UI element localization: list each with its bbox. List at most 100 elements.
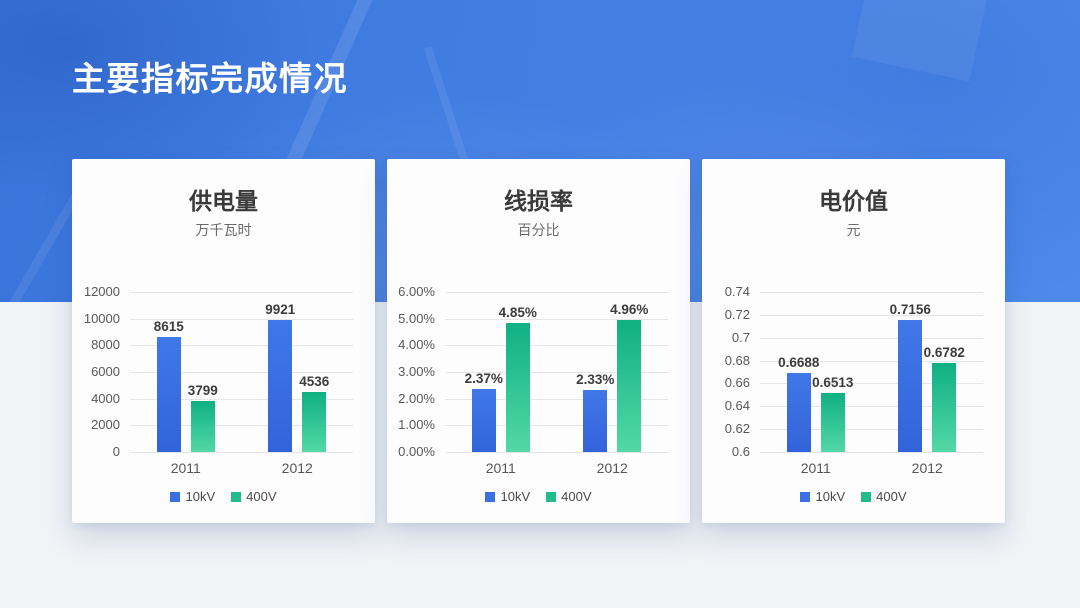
y-axis-tick-label: 8000 bbox=[91, 337, 120, 353]
gridline bbox=[760, 452, 983, 453]
gridline bbox=[130, 318, 353, 320]
bar-wrap: 0.7156 bbox=[890, 302, 931, 452]
plot-grid: 0.6688 0.6513 0.7156 0.6782 bbox=[760, 292, 984, 453]
y-axis-tick-label: 5.00% bbox=[398, 310, 435, 326]
bar-value-label: 4.85% bbox=[498, 304, 537, 320]
gridline bbox=[130, 345, 353, 347]
y-axis-tick-label: 2.00% bbox=[398, 390, 435, 406]
bar-value-label: 2.37% bbox=[464, 370, 503, 386]
x-axis-labels: 2011 2012 bbox=[445, 454, 668, 480]
gridline bbox=[445, 398, 668, 400]
bar-400V bbox=[505, 322, 530, 452]
y-axis-tick-label: 4000 bbox=[91, 390, 120, 406]
bar-chart-power-supply: 12000 10000 8000 6000 4000 2000 0 8615 3799 9921 4… bbox=[72, 284, 375, 504]
bar-value-label: 0.6688 bbox=[778, 355, 820, 371]
y-axis-tick-label: 1.00% bbox=[398, 417, 435, 433]
bar-wrap: 0.6782 bbox=[924, 345, 965, 452]
bar-value-label: 8615 bbox=[153, 319, 184, 335]
gridline bbox=[760, 360, 983, 362]
bar-chart-electricity-price: 0.74 0.72 0.7 0.68 0.66 0.64 0.62 0.6 0.6688 0.65… bbox=[702, 284, 1005, 504]
slide-title: 主要指标完成情况 bbox=[72, 60, 348, 97]
gridline bbox=[760, 314, 983, 316]
chart-plot-area: 6.00% 5.00% 4.00% 3.00% 2.00% 1.00% 0.00% 2.37%… bbox=[387, 284, 690, 459]
legend-label: 400V bbox=[876, 489, 907, 504]
bar-400V bbox=[302, 391, 327, 452]
bar-value-label: 0.6513 bbox=[812, 375, 854, 391]
legend-swatch-400V bbox=[231, 491, 242, 502]
chart-unit-label: 万千瓦时 bbox=[195, 222, 252, 238]
gridline bbox=[760, 337, 983, 339]
y-axis-tick-label: 12000 bbox=[83, 284, 120, 299]
chart-title: 线损率 bbox=[504, 188, 573, 214]
gridline bbox=[760, 292, 983, 293]
bar-value-label: 9921 bbox=[265, 301, 296, 317]
bar-value-label: 4.96% bbox=[610, 301, 649, 317]
category-group: 0.6688 0.6513 bbox=[760, 292, 872, 452]
bar-value-label: 4536 bbox=[299, 373, 330, 389]
bar-wrap: 4.96% bbox=[610, 302, 648, 452]
y-axis-tick-label: 4.00% bbox=[398, 337, 435, 353]
y-axis-tick-label: 0.66 bbox=[724, 375, 750, 391]
gridline bbox=[445, 292, 668, 293]
legend-label: 10kV bbox=[500, 489, 531, 504]
x-axis-label: 2012 bbox=[281, 460, 313, 476]
chart-title: 供电量 bbox=[189, 188, 258, 214]
y-axis-tick-label: 0.6 bbox=[731, 444, 750, 459]
bar-400V bbox=[932, 362, 957, 452]
category-group: 2.33% 4.96% bbox=[557, 292, 669, 452]
legend-swatch-400V bbox=[861, 491, 872, 502]
background-texture bbox=[851, 0, 989, 82]
legend-label: 10kV bbox=[815, 489, 846, 504]
gridline bbox=[760, 383, 983, 385]
bar-wrap: 9921 bbox=[265, 302, 295, 452]
bar-value-label: 3799 bbox=[187, 383, 218, 399]
legend-swatch-10kV bbox=[170, 491, 181, 502]
x-axis-label: 2012 bbox=[596, 460, 628, 476]
y-axis-tick-label: 0.62 bbox=[724, 421, 750, 437]
bar-400V bbox=[820, 393, 845, 452]
gridline bbox=[130, 452, 353, 453]
legend-swatch-10kV bbox=[485, 491, 496, 502]
y-axis-tick-label: 0.7 bbox=[731, 329, 750, 345]
bar-wrap: 4.85% bbox=[499, 305, 537, 452]
bar-wrap: 2.33% bbox=[576, 372, 614, 452]
gridline bbox=[445, 452, 668, 453]
chart-legend: 10kV 400V bbox=[702, 489, 1005, 504]
bar-wrap: 4536 bbox=[299, 374, 329, 452]
y-axis-tick-label: 0.00% bbox=[398, 444, 435, 459]
y-axis-tick-label: 3.00% bbox=[398, 364, 435, 379]
bar-value-label: 2.33% bbox=[576, 371, 615, 387]
x-axis-labels: 2011 2012 bbox=[760, 454, 983, 480]
legend-swatch-400V bbox=[546, 491, 557, 502]
bar-10kV bbox=[898, 319, 923, 452]
y-axis-tick-label: 0.68 bbox=[724, 352, 750, 368]
bar-10kV bbox=[786, 373, 811, 452]
chart-legend: 10kV 400V bbox=[72, 489, 375, 504]
category-group: 8615 3799 bbox=[130, 292, 242, 452]
gridline bbox=[445, 318, 668, 320]
legend-item: 400V bbox=[546, 489, 592, 504]
bar-10kV bbox=[156, 337, 181, 452]
category-group: 2.37% 4.85% bbox=[445, 292, 557, 452]
gridline bbox=[445, 372, 668, 373]
legend-swatch-10kV bbox=[800, 491, 811, 502]
category-group: 9921 4536 bbox=[242, 292, 354, 452]
bar-wrap: 2.37% bbox=[465, 371, 503, 452]
gridline bbox=[445, 425, 668, 427]
x-axis-label: 2011 bbox=[485, 460, 516, 476]
bar-wrap: 0.6688 bbox=[778, 355, 819, 452]
bar-wrap: 8615 bbox=[154, 319, 184, 452]
category-group: 0.7156 0.6782 bbox=[872, 292, 984, 452]
bar-value-label: 0.7156 bbox=[889, 301, 931, 317]
chart-card-power-supply: 供电量 万千瓦时 12000 10000 8000 6000 4000 2000 0 8615… bbox=[72, 159, 375, 523]
x-axis-label: 2012 bbox=[911, 460, 943, 476]
bar-400V bbox=[190, 401, 215, 452]
y-axis-tick-label: 0.64 bbox=[724, 398, 750, 414]
gridline bbox=[760, 429, 983, 431]
legend-item: 400V bbox=[231, 489, 277, 504]
gridline bbox=[130, 372, 353, 373]
gridline bbox=[445, 345, 668, 347]
legend-label: 10kV bbox=[185, 489, 216, 504]
gridline bbox=[130, 425, 353, 427]
legend-label: 400V bbox=[246, 489, 277, 504]
